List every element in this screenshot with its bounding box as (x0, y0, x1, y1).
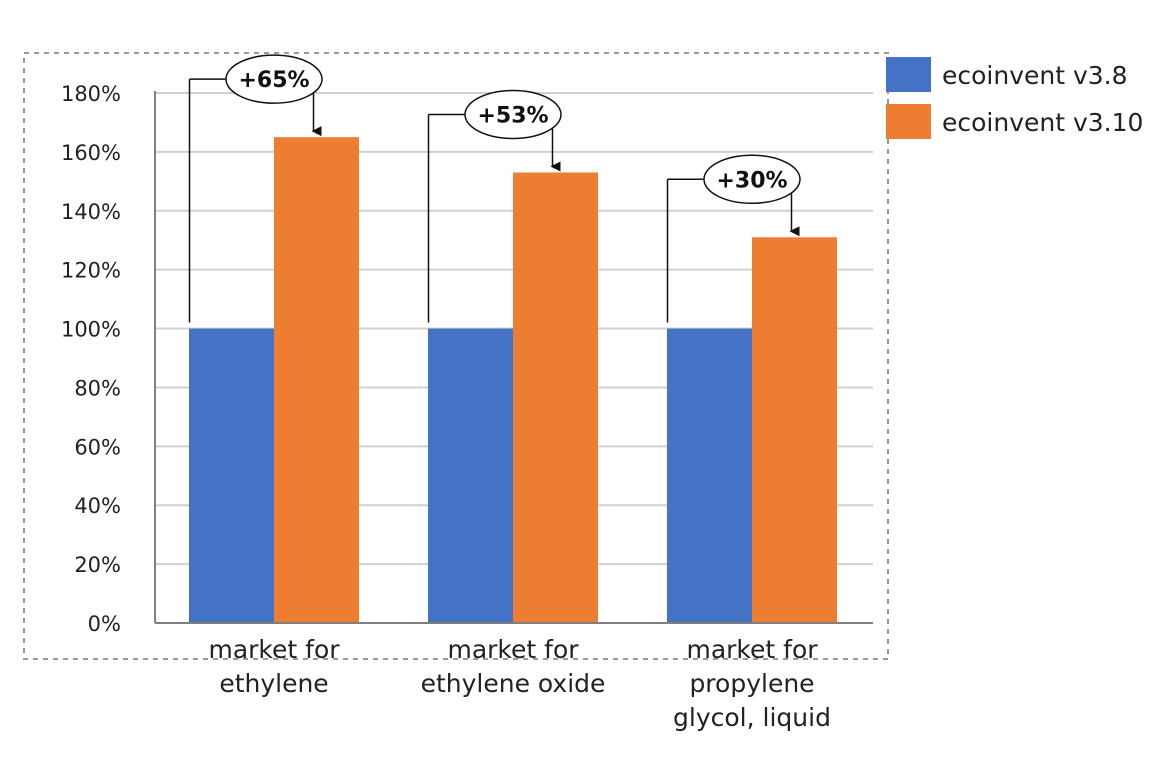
category-label: ethylene oxide (421, 669, 606, 698)
y-tick-label: 160% (61, 141, 121, 165)
bar-v3-10-3 (752, 237, 837, 623)
annotation-bubble (225, 54, 323, 104)
category-label: ethylene (219, 669, 328, 698)
bar-v3-8-1 (189, 328, 274, 623)
annotation-label: +30% (716, 168, 787, 193)
category-label: glycol, liquid (673, 703, 831, 732)
plot-frame (23, 52, 889, 660)
annotation-bubble (464, 89, 562, 140)
axes (154, 91, 873, 624)
category-label: propylene (689, 669, 814, 698)
annotation-label: +53% (477, 104, 548, 129)
y-tick-label: 60% (74, 435, 121, 459)
annotations: +65% +53% +30% (188, 54, 801, 323)
x-axis-labels: market for ethylene market for ethylene oxi… (208, 635, 830, 732)
category-label: market for (686, 635, 818, 664)
bar-v3-10-1 (274, 137, 359, 623)
annotation-label: +65% (238, 68, 309, 93)
category-label: market for (447, 635, 579, 664)
legend: ecoinvent v3.8 ecoinvent v3.10 (886, 57, 1143, 139)
legend-swatch (886, 57, 931, 92)
bar-v3-8-2 (428, 328, 513, 623)
y-axis-ticks: 0% 20% 40% 60% 80% 100% 120% 140% 160% 180% (61, 82, 121, 636)
y-tick-label: 180% (61, 82, 121, 106)
y-tick-label: 120% (61, 259, 121, 283)
y-tick-label: 100% (61, 318, 121, 342)
bars (189, 137, 837, 623)
y-tick-label: 20% (74, 553, 121, 577)
legend-swatch (886, 104, 931, 139)
category-label: market for (208, 635, 340, 664)
y-tick-label: 80% (74, 376, 121, 400)
annotation-bubble (703, 154, 801, 205)
bar-v3-10-2 (513, 172, 598, 623)
y-tick-label: 40% (74, 494, 121, 518)
y-tick-label: 140% (61, 200, 121, 224)
bar-v3-8-3 (667, 328, 752, 623)
y-tick-label: 0% (88, 612, 121, 636)
legend-label: ecoinvent v3.8 (942, 61, 1128, 90)
legend-label: ecoinvent v3.10 (942, 108, 1143, 137)
